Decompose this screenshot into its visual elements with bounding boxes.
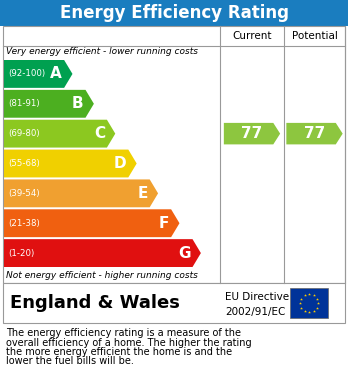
Bar [3,26,345,283]
Text: 77: 77 [242,126,263,141]
Text: A: A [50,66,62,81]
Text: Current: Current [232,31,272,41]
Text: B: B [72,96,84,111]
Text: (39-54): (39-54) [8,189,40,198]
Text: overall efficiency of a home. The higher the rating: overall efficiency of a home. The higher… [6,337,252,348]
Text: The energy efficiency rating is a measure of the: The energy efficiency rating is a measur… [6,328,241,338]
Polygon shape [4,120,115,147]
Text: (69-80): (69-80) [8,129,40,138]
Polygon shape [286,123,343,144]
Text: lower the fuel bills will be.: lower the fuel bills will be. [6,357,134,366]
Bar [290,288,328,318]
Text: 2002/91/EC: 2002/91/EC [225,307,285,317]
Polygon shape [4,90,94,118]
Text: (81-91): (81-91) [8,99,40,108]
Text: Not energy efficient - higher running costs: Not energy efficient - higher running co… [6,271,198,280]
Polygon shape [4,239,201,267]
Bar [0,0,348,26]
Bar [3,283,345,323]
Text: the more energy efficient the home is and the: the more energy efficient the home is an… [6,347,232,357]
Text: 77: 77 [304,126,325,141]
Text: (55-68): (55-68) [8,159,40,168]
Text: D: D [114,156,126,171]
Text: Energy Efficiency Rating: Energy Efficiency Rating [60,4,288,22]
Polygon shape [4,179,158,207]
Polygon shape [224,123,280,144]
Text: G: G [178,246,190,260]
Text: EU Directive: EU Directive [225,292,289,302]
Text: (1-20): (1-20) [8,249,34,258]
Text: England & Wales: England & Wales [10,294,180,312]
Polygon shape [4,60,72,88]
Text: E: E [137,186,148,201]
Text: Potential: Potential [292,31,338,41]
Polygon shape [4,209,180,237]
Text: F: F [159,216,169,231]
Text: C: C [94,126,105,141]
Text: Very energy efficient - lower running costs: Very energy efficient - lower running co… [6,47,198,56]
Polygon shape [4,150,137,178]
Text: (21-38): (21-38) [8,219,40,228]
Text: (92-100): (92-100) [8,70,45,79]
